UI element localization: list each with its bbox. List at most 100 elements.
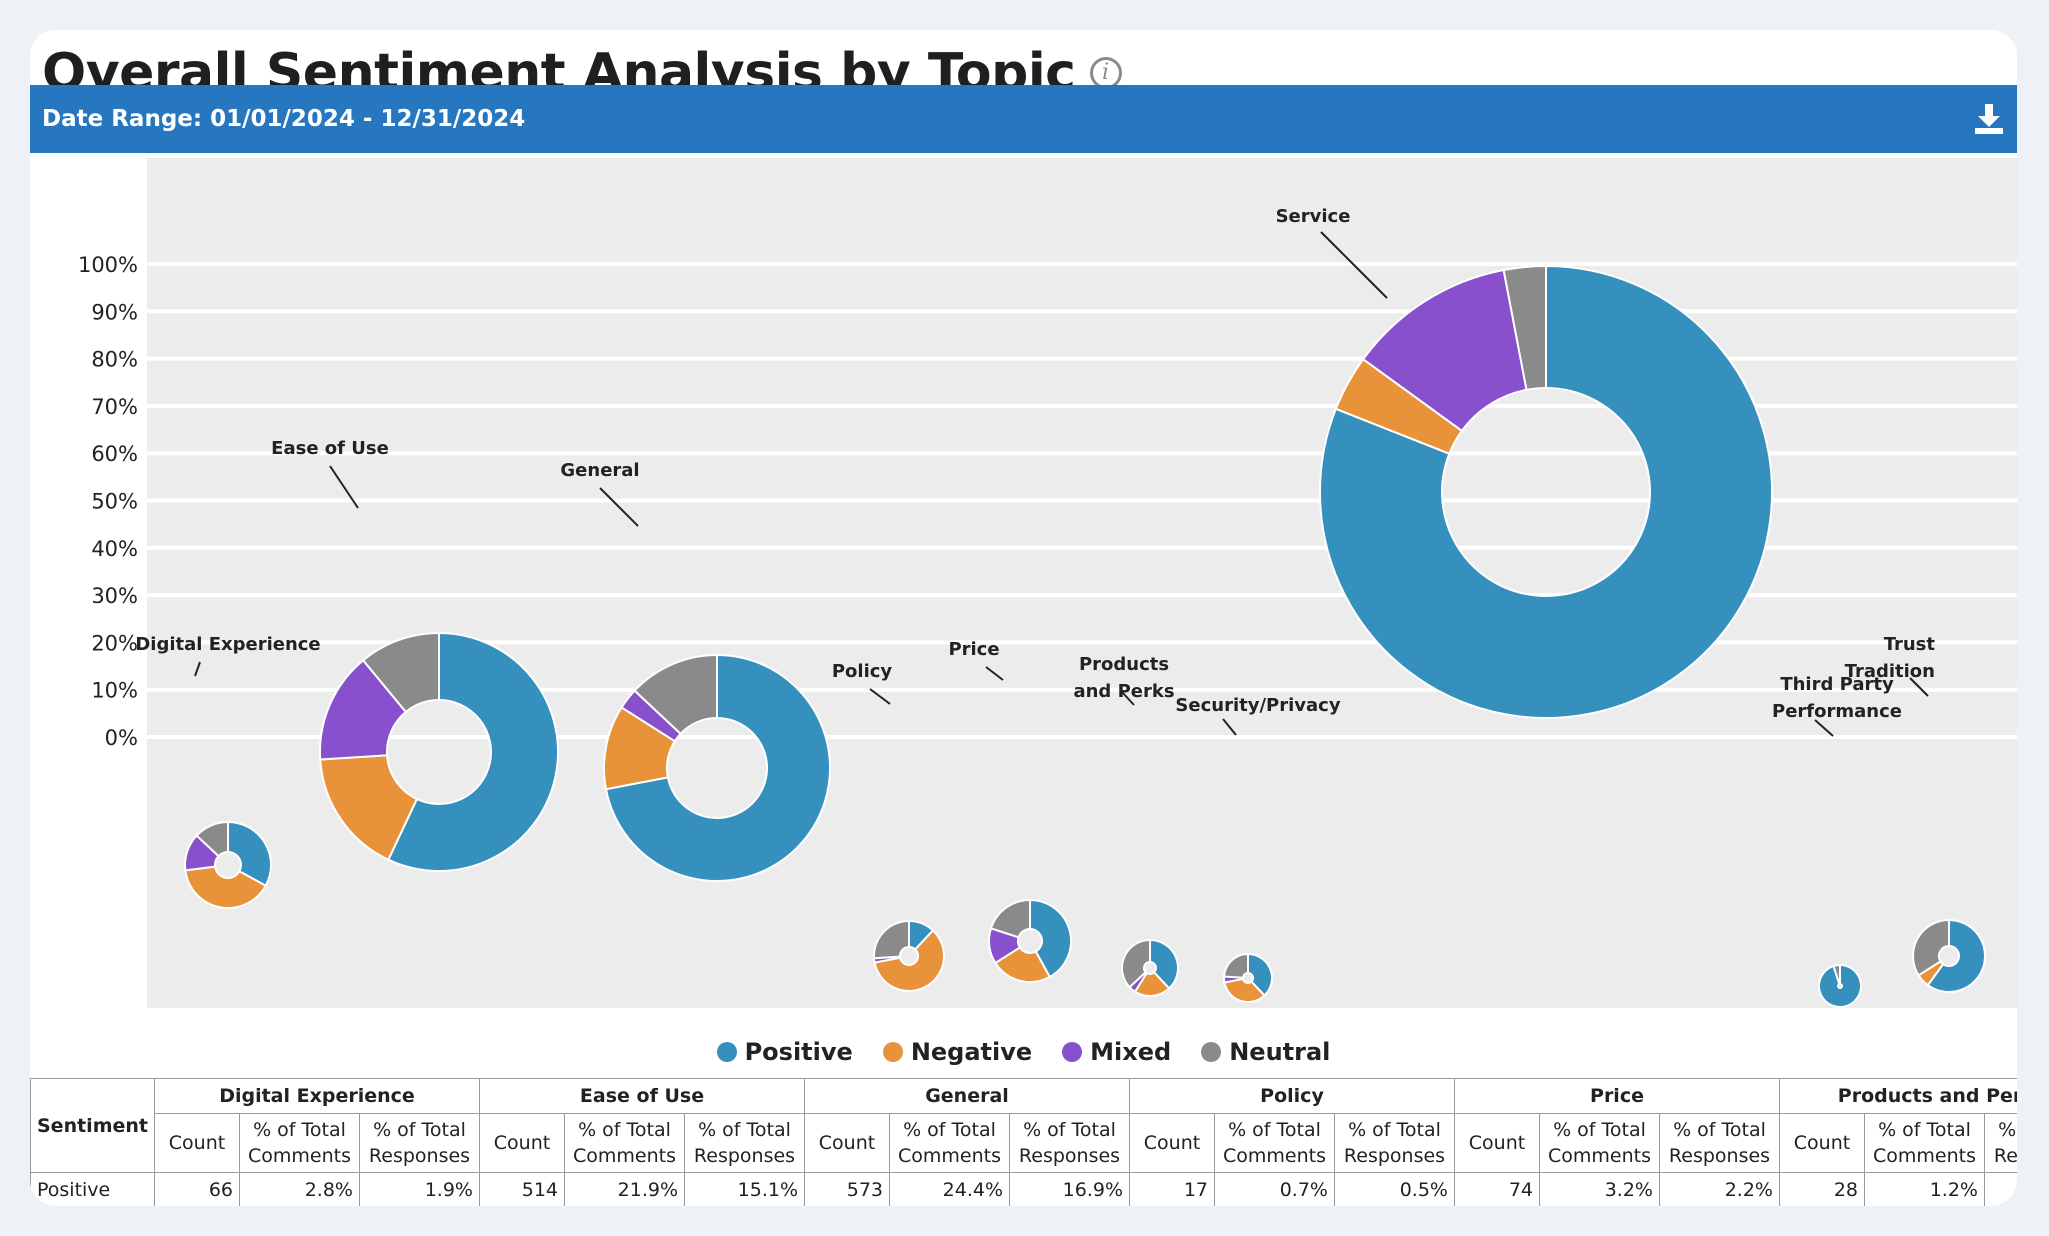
security-privacy-label: Security/Privacy <box>1175 695 1340 716</box>
table-subheader: Count <box>1779 1113 1865 1173</box>
price-slice <box>989 898 1031 939</box>
table-group-header: Price <box>1454 1078 1780 1114</box>
legend-neutral-swatch <box>1201 1042 1222 1062</box>
table-subheader-row: Count% of Total Comments% of Total Respons… <box>31 1113 2017 1173</box>
legend-positive[interactable]: Positive <box>716 1038 853 1066</box>
third-party-performance-slice <box>1818 963 1862 1008</box>
table-group-header: Ease of Use <box>479 1078 805 1114</box>
table-cell: 573 <box>804 1172 890 1206</box>
products-and-perks-label: Products <box>1079 654 1169 675</box>
table-subheader: Count <box>479 1113 565 1173</box>
date-range-label: Date Range: 01/01/2024 - 12/31/2024 <box>42 106 526 132</box>
general-label: General <box>560 460 639 481</box>
table-cell: 24.4% <box>889 1172 1010 1206</box>
table-subheader: % of Total Comments <box>239 1113 360 1173</box>
legend-positive-swatch <box>716 1042 737 1062</box>
download-icon[interactable] <box>1973 102 2005 136</box>
table-cell: 0.8% <box>1984 1172 2017 1206</box>
table-cell: 15.1% <box>684 1172 805 1206</box>
table-cell: 514 <box>479 1172 565 1206</box>
y-tick-label: 30% <box>91 584 138 608</box>
sentiment-card: Overall Sentiment Analysis by Topic i Da… <box>30 30 2017 1206</box>
service-leader-line <box>1320 231 1388 299</box>
service-slice <box>1319 264 1773 719</box>
service-label: Service <box>1276 206 1351 227</box>
table-cell: 0.5% <box>1334 1172 1455 1206</box>
legend-mixed[interactable]: Mixed <box>1062 1038 1171 1066</box>
table-cell: 66 <box>154 1172 240 1206</box>
legend-negative[interactable]: Negative <box>882 1038 1033 1066</box>
table-group-header: Digital Experience <box>154 1078 480 1114</box>
trust-tradition-label: Tradition <box>1845 661 1935 682</box>
price-slice <box>994 946 1052 983</box>
table-subheader: % of Total Comments <box>1539 1113 1660 1173</box>
digital-experience-label: Digital Experience <box>135 634 320 655</box>
table-cell: 1.9% <box>359 1172 480 1206</box>
service-slice <box>1502 264 1547 392</box>
table-group-header: General <box>804 1078 1130 1114</box>
general-slice <box>633 653 718 736</box>
table-subheader: % of Total Comments <box>889 1113 1010 1173</box>
y-tick-label: 90% <box>91 300 138 324</box>
products-and-perks-leader-line <box>1121 691 1135 706</box>
table-group-header: Policy <box>1129 1078 1455 1114</box>
trust-tradition-leader-line <box>1909 677 1929 697</box>
security-privacy-slice <box>1222 952 1249 979</box>
digital-experience-leader-line <box>194 661 201 677</box>
y-tick-label: 10% <box>91 679 138 703</box>
y-tick-label: 20% <box>91 631 138 655</box>
general-slice <box>604 653 831 882</box>
ease-of-use-label: Ease of Use <box>271 438 389 459</box>
policy-label: Policy <box>832 661 893 682</box>
products-and-perks-label: and Perks <box>1073 681 1174 702</box>
security-privacy-leader-line <box>1222 718 1237 736</box>
third-party-performance-slice <box>1832 963 1841 986</box>
table-subheader: % of Total Comments <box>1864 1113 1985 1173</box>
trust-tradition-label: Trust <box>1884 634 1936 655</box>
ease-of-use-slice <box>387 631 559 872</box>
table-header-row: Sentiment Digital Experience Ease of Use Ge… <box>30 1078 2017 1173</box>
table-cell: 2.2% <box>1659 1172 1780 1206</box>
y-tick-label: 60% <box>91 442 138 466</box>
digital-experience-slice <box>227 820 272 888</box>
general-leader-line <box>599 487 639 527</box>
table-cell: 28 <box>1779 1172 1865 1206</box>
y-tick-label: 40% <box>91 537 138 561</box>
legend-neutral[interactable]: Neutral <box>1201 1038 1330 1066</box>
legend-mixed-swatch <box>1062 1042 1083 1062</box>
date-range-banner: Date Range: 01/01/2024 - 12/31/2024 <box>30 85 2017 153</box>
table-group-header: Products and Perks <box>1779 1078 2017 1114</box>
y-tick-label: 80% <box>91 348 138 372</box>
data-table-container[interactable]: Sentiment Digital Experience Ease of Use Ge… <box>30 1078 2017 1206</box>
table-subheader: Count <box>1454 1113 1540 1173</box>
y-tick-label: 100% <box>78 253 138 277</box>
policy-slice <box>873 919 910 960</box>
price-label: Price <box>948 639 999 660</box>
sentiment-bubble-chart: 100% 90% 80% 70% 60% 50% 40% 30% 20% 10% 0% Digital… <box>78 206 2017 1008</box>
table-cell: 2.8% <box>239 1172 360 1206</box>
sentiment-data-table: Sentiment Digital Experience Ease of Use Ge… <box>30 1078 2017 1206</box>
table-subheader: Count <box>1129 1113 1215 1173</box>
digital-experience-slice <box>184 865 268 909</box>
legend-neutral-label: Neutral <box>1229 1038 1331 1066</box>
trust-tradition-slice <box>1912 918 1950 977</box>
policy-slice <box>873 929 945 992</box>
legend-negative-label: Negative <box>910 1038 1033 1066</box>
legend-negative-swatch <box>882 1042 903 1062</box>
third-party-performance-label: Third Party <box>1780 674 1894 695</box>
ease-of-use-slice <box>361 631 440 714</box>
table-cell: 17 <box>1129 1172 1215 1206</box>
table-subheader: % of Total Comments <box>1214 1113 1335 1173</box>
table-cell: 1.2% <box>1864 1172 1985 1206</box>
table-row: Positive 66 2.8% 1.9% 514 21.9% 15.1% 573 24.4% 1… <box>30 1172 2017 1206</box>
security-privacy-slice <box>1247 952 1273 997</box>
table-subheader: Count <box>804 1113 890 1173</box>
table-subheader: Count <box>154 1113 240 1173</box>
products-and-perks-slice <box>1149 938 1179 990</box>
table-cell: 16.9% <box>1009 1172 1130 1206</box>
table-subheader: % of Total Comments <box>564 1113 685 1173</box>
